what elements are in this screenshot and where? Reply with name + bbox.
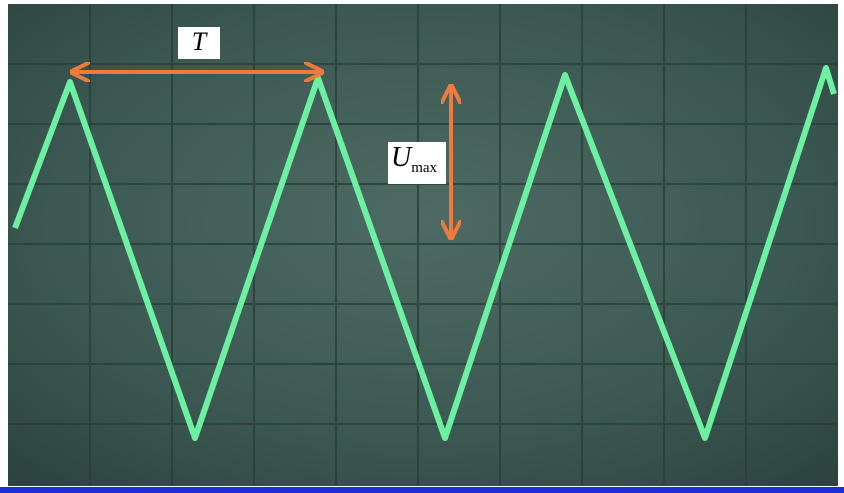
- period-label: T: [192, 27, 208, 56]
- page: T Umax (() => { const data = JSON.parse(…: [0, 0, 844, 493]
- bottom-bar: [0, 487, 844, 493]
- amplitude-symbol: U: [391, 142, 413, 173]
- amplitude-subscript: max: [411, 160, 437, 176]
- oscilloscope-figure: T Umax: [0, 0, 844, 493]
